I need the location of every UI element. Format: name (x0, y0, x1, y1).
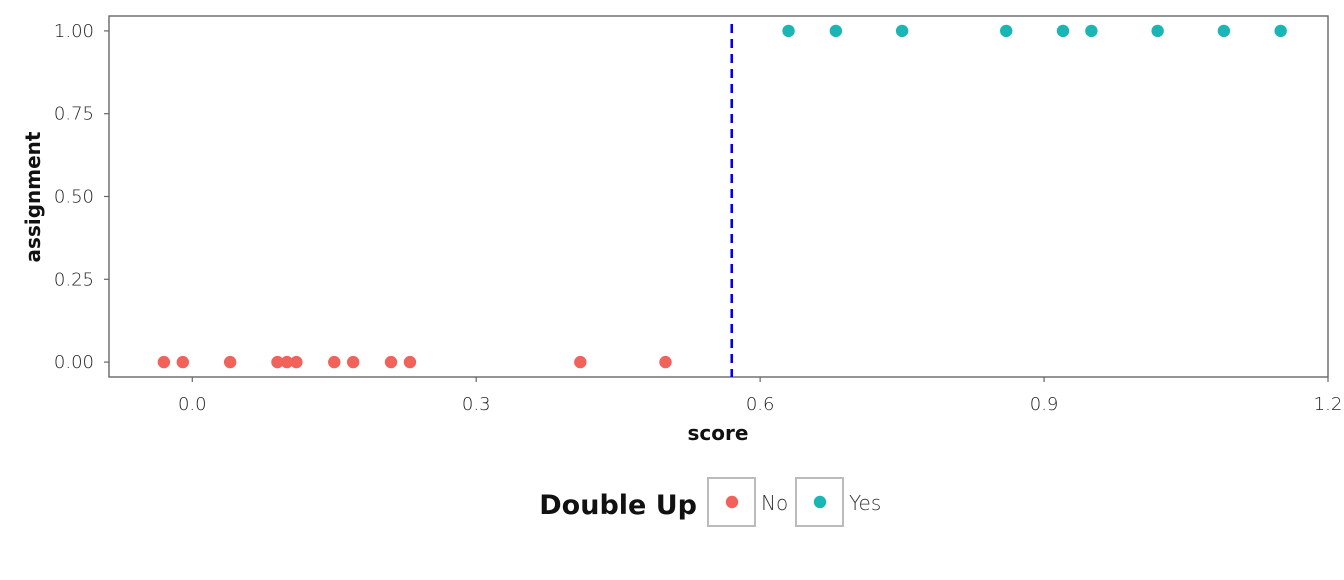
y-tick-label: 0.75 (54, 104, 94, 125)
data-point-no (280, 355, 294, 369)
x-axis: 0.0 0.3 0.6 0.9 1.2 (178, 377, 1342, 415)
data-point-yes (1151, 24, 1164, 38)
x-tick-label: 0.0 (178, 394, 207, 415)
x-tick-label: 0.9 (1030, 394, 1059, 415)
legend-entries: No Yes (707, 477, 881, 527)
legend-key-point (813, 495, 827, 509)
data-point-yes (1274, 24, 1287, 38)
data-point-no (346, 355, 360, 369)
data-point-yes (782, 24, 795, 38)
legend-title: Double Up (539, 490, 697, 521)
data-point-yes (1056, 24, 1070, 38)
x-tick-label: 0.3 (462, 394, 491, 415)
data-point-yes (895, 24, 909, 38)
y-tick-label: 1.00 (54, 21, 94, 42)
data-points (157, 24, 1287, 369)
data-point-no (384, 355, 398, 369)
data-point-no (290, 355, 303, 369)
legend: Double Up No Yes (539, 477, 881, 527)
data-point-no (271, 355, 284, 369)
x-tick-label: 0.6 (746, 394, 775, 415)
y-tick-label: 0.25 (54, 269, 94, 290)
plot-panel (108, 15, 1329, 378)
data-point-yes (1085, 24, 1098, 38)
data-point-no (176, 355, 190, 369)
data-point-yes (1000, 24, 1013, 38)
data-point-yes (1217, 24, 1231, 38)
y-tick-label: 0.00 (54, 352, 94, 373)
legend-label-yes: Yes (849, 491, 881, 515)
data-point-yes (829, 24, 843, 38)
y-axis-title: assignment (21, 131, 45, 262)
data-point-no (328, 355, 341, 369)
data-point-no (659, 355, 672, 369)
data-point-no (223, 355, 237, 369)
y-axis: 0.00 0.25 0.50 0.75 1.00 (54, 21, 109, 373)
legend-key-point (725, 495, 739, 509)
legend-label-no: No (761, 491, 788, 515)
y-tick-label: 0.50 (54, 187, 94, 208)
x-tick-label: 1.2 (1314, 394, 1343, 415)
data-point-no (403, 355, 417, 369)
x-axis-title: score (688, 421, 749, 445)
data-point-no (574, 355, 587, 369)
data-point-no (157, 355, 171, 369)
